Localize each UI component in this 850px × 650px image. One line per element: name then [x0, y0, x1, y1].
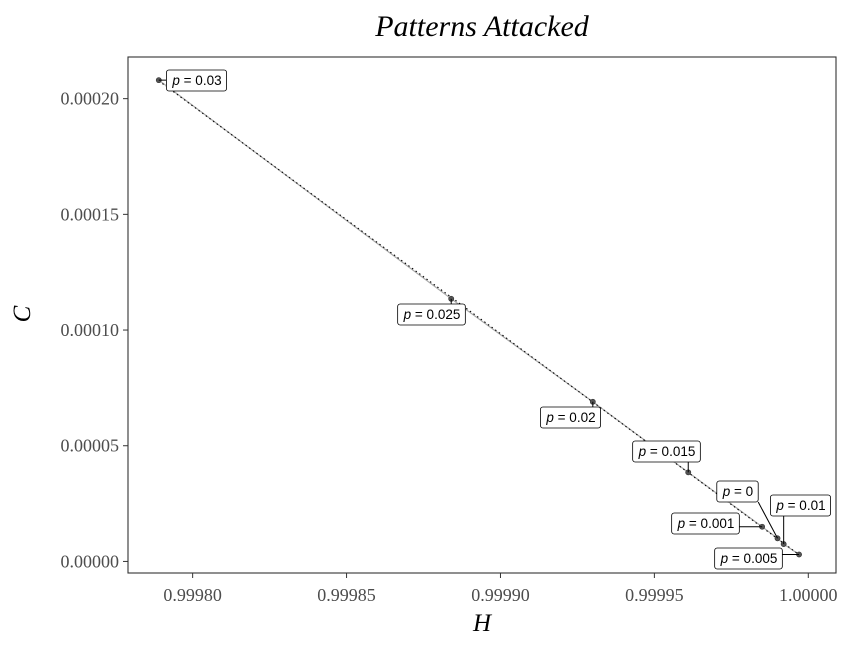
x-tick-label: 0.99990 — [471, 585, 530, 605]
annotation-label: p = 0.001 — [671, 512, 763, 535]
plot-border — [127, 56, 837, 574]
annotation-text: p = 0.03 — [171, 73, 221, 88]
annotation-label: p = 0.03 — [158, 69, 227, 92]
y-tick-label: 0.00000 — [61, 551, 120, 571]
y-tick-label: 0.00010 — [61, 320, 120, 340]
annotation-leader — [757, 501, 778, 539]
annotation-text: p = 0.025 — [403, 307, 461, 322]
annotation-box — [540, 406, 601, 429]
annotation-label: p = 0.005 — [714, 547, 800, 570]
x-tick-label: 0.99985 — [317, 585, 376, 605]
annotation-box — [716, 480, 759, 503]
annotation-box — [770, 494, 831, 517]
x-tick-label: 0.99995 — [625, 585, 684, 605]
y-axis-title: C — [9, 305, 36, 322]
annotation-box — [714, 547, 783, 570]
annotation-box — [671, 512, 740, 535]
annotation-text: p = 0.001 — [677, 516, 735, 531]
annotation-box — [397, 303, 466, 326]
y-tick-label: 0.00015 — [61, 204, 120, 224]
x-axis-title: H — [472, 610, 493, 637]
annotation-text: p = 0.005 — [720, 551, 778, 566]
annotation-label: p = 0.01 — [770, 494, 831, 545]
y-tick-label: 0.00020 — [61, 89, 120, 109]
x-tick-label: 1.00000 — [779, 585, 838, 605]
annotation-text: p = 0.02 — [545, 410, 595, 425]
annotation-label: p = 0.015 — [632, 440, 701, 473]
annotation-label: p = 0.025 — [397, 298, 466, 326]
annotation-box — [632, 440, 701, 463]
x-tick-label: 0.99980 — [163, 585, 222, 605]
y-tick-label: 0.00005 — [61, 436, 120, 456]
annotation-box — [166, 69, 227, 92]
annotation-text: p = 0.01 — [775, 498, 825, 513]
annotation-label: p = 0 — [716, 480, 778, 539]
annotation-label: p = 0.02 — [540, 401, 601, 429]
annotation-text: p = 0 — [722, 484, 753, 499]
series-path-line — [158, 79, 800, 555]
annotation-text: p = 0.015 — [638, 444, 696, 459]
chart-title: Patterns Attacked — [374, 10, 590, 43]
